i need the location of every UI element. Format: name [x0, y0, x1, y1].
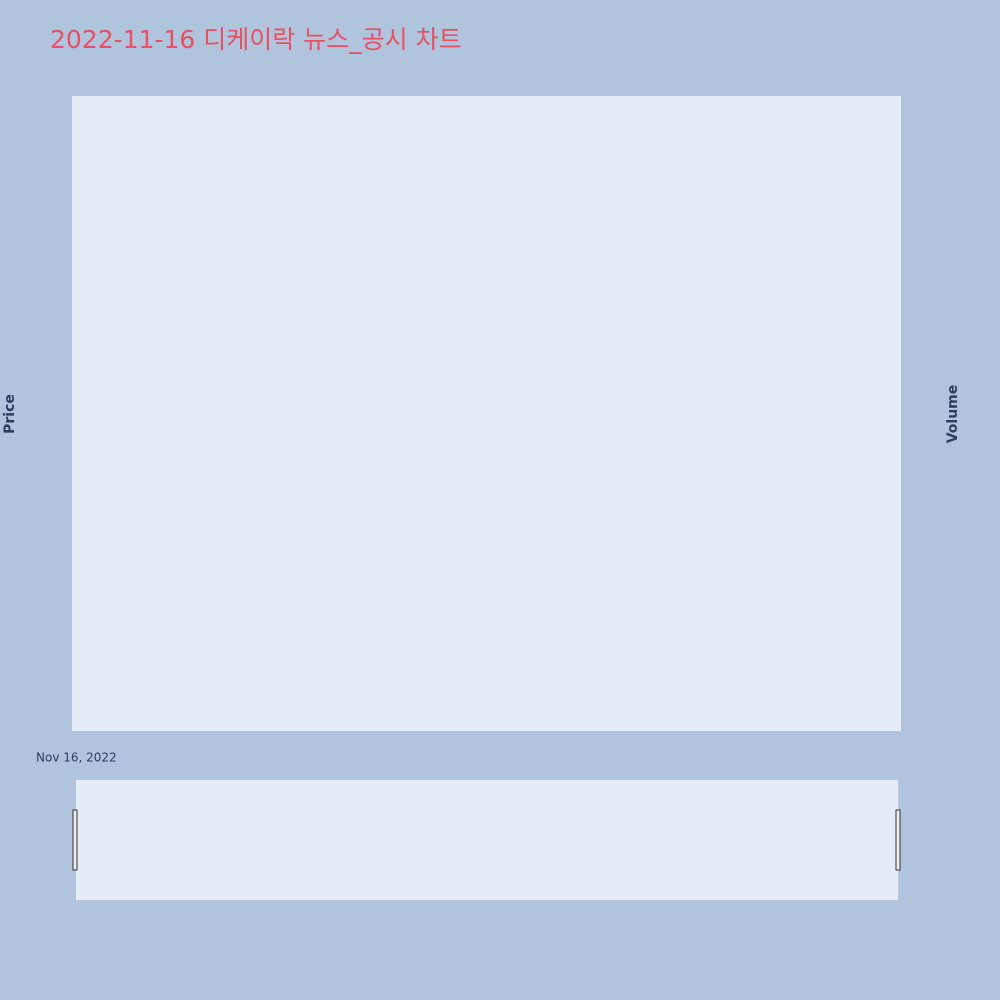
x-date-label: Nov 16, 2022 [36, 751, 117, 765]
y2-axis-title: Volume [945, 385, 961, 444]
slider-handle[interactable] [72, 809, 78, 871]
range-slider[interactable] [76, 780, 898, 900]
slider-handle[interactable] [895, 809, 901, 871]
y-axis-title: Price [2, 394, 18, 434]
plot-area [72, 96, 901, 731]
chart-title: 2022-11-16 디케이락 뉴스_공시 차트 [50, 25, 462, 54]
